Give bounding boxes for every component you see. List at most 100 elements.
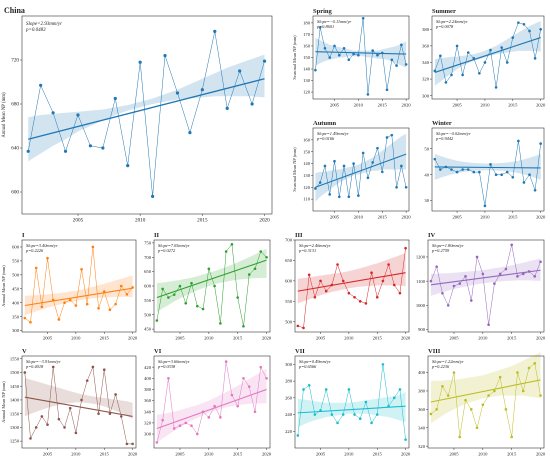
data-point xyxy=(337,195,341,199)
data-point xyxy=(347,388,351,391)
data-point xyxy=(131,286,134,289)
data-point xyxy=(108,308,112,311)
y-tick-label: 700 xyxy=(144,255,152,260)
x-tick-label: 2015 xyxy=(100,336,110,341)
data-point xyxy=(195,432,199,436)
plot-frame xyxy=(312,127,410,212)
series-line xyxy=(27,31,265,197)
data-point xyxy=(478,71,481,75)
data-point xyxy=(528,173,531,176)
trend-line xyxy=(156,259,267,299)
data-point xyxy=(213,404,216,408)
y-tick-label: 500 xyxy=(285,319,293,324)
data-point xyxy=(29,437,32,440)
data-point xyxy=(230,393,234,397)
y-tick-label: 360 xyxy=(418,407,426,412)
data-point xyxy=(175,91,180,95)
y-tick-label: 600 xyxy=(144,284,152,289)
data-point xyxy=(201,307,205,311)
data-point xyxy=(366,93,370,96)
y-tick-label: 450 xyxy=(144,327,152,332)
data-point xyxy=(57,318,61,321)
data-point xyxy=(126,164,130,168)
panel-r8: 320 340 360 380 400 2005 2010 2015 2020 VIII Slope… xyxy=(418,348,546,456)
y-tick-label: 130 xyxy=(303,173,311,178)
data-point xyxy=(500,46,503,49)
data-point xyxy=(398,388,402,391)
y-tick-label: 900 xyxy=(418,327,426,332)
y-tick-label: 120 xyxy=(303,185,311,190)
x-tick-label: 2015 xyxy=(378,103,388,108)
confidence-band xyxy=(315,133,407,202)
data-point xyxy=(40,415,44,418)
data-point xyxy=(238,69,242,73)
data-point xyxy=(404,63,408,66)
data-point xyxy=(324,289,328,293)
p-value-label: p=0.0078 xyxy=(435,24,454,29)
data-point xyxy=(347,58,351,62)
data-point xyxy=(296,324,300,328)
data-point xyxy=(68,298,72,302)
panel-r6: 300 320 340 360 380 400 420 2005 2010 2015 2020 VI S… xyxy=(144,348,272,456)
y-tick-label: 1350 xyxy=(10,411,20,416)
panel-summer: 300 320 340 360 380 2005 2010 2015 2020 Summer Slo… xyxy=(422,8,546,108)
y-axis-label: Annual Mean NP (mm) xyxy=(1,381,6,423)
confidence-band xyxy=(430,352,541,424)
data-point xyxy=(478,170,481,174)
panel-title: China xyxy=(4,6,25,15)
data-point xyxy=(307,273,311,277)
series-line xyxy=(24,246,133,323)
data-point xyxy=(450,168,453,171)
data-point xyxy=(404,438,407,441)
data-point xyxy=(380,170,384,174)
data-point xyxy=(342,46,346,50)
x-tick-label: 2020 xyxy=(536,103,546,108)
y-tick-label: 320 xyxy=(418,444,426,449)
y-tick-label: 600 xyxy=(12,245,20,250)
data-point xyxy=(387,263,390,266)
panel-title: Autumn xyxy=(313,120,337,127)
data-point xyxy=(521,272,525,276)
confidence-band xyxy=(156,248,267,312)
y-axis-label: Annual Mean NP (mm) xyxy=(2,92,7,138)
data-point xyxy=(333,159,336,163)
slope-label: Slope=−0.11mm/yr xyxy=(317,19,352,24)
data-point xyxy=(51,298,55,302)
series-line xyxy=(297,248,406,329)
trend-line xyxy=(434,166,541,169)
slope-label: Slope=2.24mm/yr xyxy=(436,19,468,24)
data-point xyxy=(318,26,322,29)
data-point xyxy=(494,173,498,176)
x-tick-label: 2015 xyxy=(100,452,110,456)
data-point xyxy=(341,413,345,416)
x-tick-label: 2020 xyxy=(402,103,412,108)
panel-title: IV xyxy=(428,232,436,239)
data-point xyxy=(155,319,159,322)
x-tick-label: 2015 xyxy=(508,103,518,108)
plot-frame xyxy=(427,355,545,449)
data-point xyxy=(91,365,95,369)
data-point xyxy=(527,366,531,370)
data-point xyxy=(439,168,442,171)
data-point xyxy=(207,267,211,271)
data-point xyxy=(387,404,390,408)
x-tick-label: 2010 xyxy=(354,103,364,108)
data-point xyxy=(539,142,542,145)
data-point xyxy=(63,301,66,305)
y-axis-label: Seasonal Mean NP (mm) xyxy=(292,35,297,80)
series-line xyxy=(315,18,407,95)
panel-title: VIII xyxy=(428,348,441,355)
y-tick-label: 30 xyxy=(424,198,429,203)
data-point xyxy=(333,44,336,48)
data-point xyxy=(178,284,182,288)
data-point xyxy=(219,416,222,419)
data-point xyxy=(429,412,433,416)
slope-label: Slope=3.66mm/yr xyxy=(158,359,190,364)
y-tick-label: 350 xyxy=(12,314,20,319)
data-point xyxy=(475,255,479,259)
trend-line xyxy=(430,379,541,403)
data-point xyxy=(429,279,433,283)
data-point xyxy=(504,267,508,271)
plot-frame xyxy=(294,239,410,333)
